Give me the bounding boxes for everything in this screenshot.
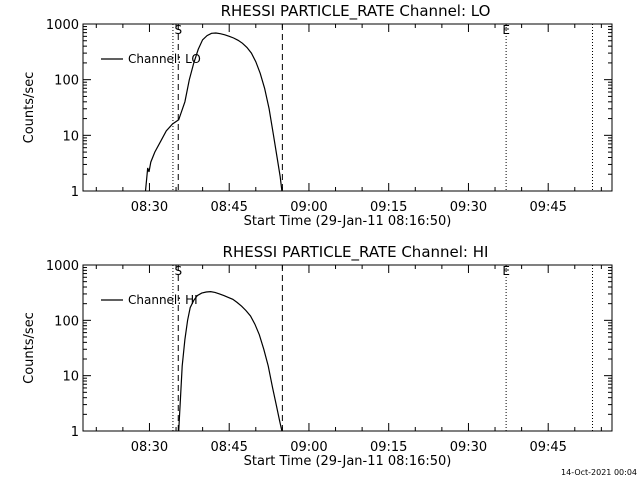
x-tick-label: 08:30 <box>131 200 168 215</box>
y-axis-label: Counts/sec <box>22 72 37 144</box>
x-tick-label: 09:45 <box>529 440 566 455</box>
x-tick-label: 08:30 <box>131 440 168 455</box>
chart-title: RHESSI PARTICLE_RATE Channel: LO <box>221 2 491 21</box>
y-tick-label: 1000 <box>46 259 79 274</box>
x-tick-label: 08:45 <box>210 200 247 215</box>
marker-e: E <box>502 23 510 37</box>
y-tick-label: 100 <box>54 74 79 89</box>
x-tick-label: 09:15 <box>370 440 407 455</box>
panel-hi: RHESSI PARTICLE_RATE Channel: HI 1 10 100 10… <box>22 243 613 469</box>
series-line <box>178 290 283 432</box>
x-tick-label: 09:00 <box>290 440 327 455</box>
x-axis-label: Start Time (29-Jan-11 08:16:50) <box>244 214 452 229</box>
x-axis-label: Start Time (29-Jan-11 08:16:50) <box>244 454 452 469</box>
x-tick-label: 09:45 <box>529 200 566 215</box>
legend-label: Channel: LO <box>128 52 201 66</box>
y-tick-label: 100 <box>54 314 79 329</box>
panel-lo: RHESSI PARTICLE_RATE Channel: LO 1 10 100 10… <box>22 2 613 229</box>
y-tick-label: 10 <box>62 370 79 385</box>
y-axis-label: Counts/sec <box>22 312 37 384</box>
legend-label: Channel: HI <box>128 293 198 307</box>
series-line <box>144 32 283 192</box>
chart-title: RHESSI PARTICLE_RATE Channel: HI <box>223 243 489 262</box>
plot-frame <box>82 264 613 432</box>
marker-s: S <box>174 264 182 278</box>
marker-e: E <box>502 264 510 278</box>
y-tick-label: 1 <box>71 185 79 200</box>
x-tick-label: 09:00 <box>290 200 327 215</box>
y-tick-label: 1 <box>71 425 79 440</box>
x-tick-label: 09:15 <box>370 200 407 215</box>
x-tick-label: 09:30 <box>450 200 487 215</box>
y-tick-label: 10 <box>62 129 79 144</box>
y-tick-label: 1000 <box>46 18 79 33</box>
plot-frame <box>82 23 613 192</box>
x-tick-label: 08:45 <box>210 440 247 455</box>
x-tick-label: 09:30 <box>450 440 487 455</box>
marker-s: S <box>174 23 182 37</box>
footer-timestamp: 14-Oct-2021 00:04 <box>561 468 637 477</box>
